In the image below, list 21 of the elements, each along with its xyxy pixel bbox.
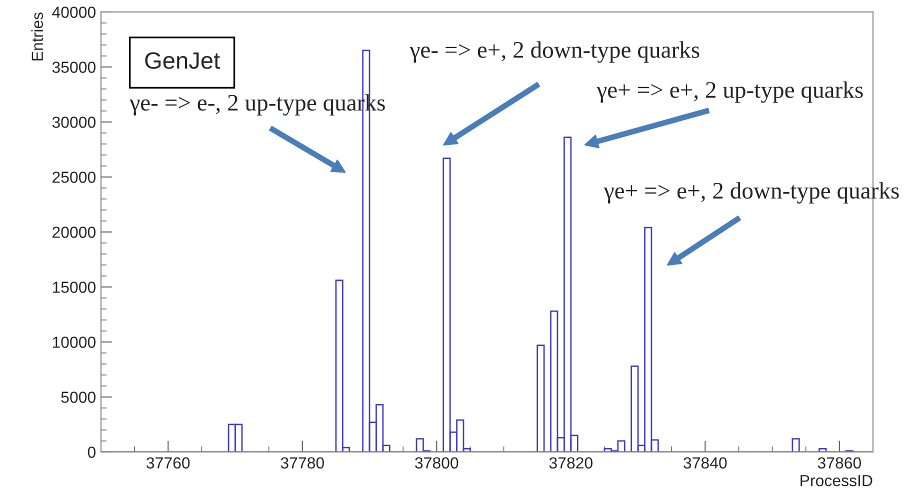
annotation: γe+ => e+, 2 down-type quarks: [604, 182, 899, 204]
x-tick-label: 37840: [684, 457, 727, 469]
x-tick-label: 37800: [415, 457, 458, 469]
y-tick-label: 0: [88, 446, 96, 458]
x-axis-title: ProcessID: [800, 475, 872, 486]
y-tick-label: 10000: [52, 336, 96, 348]
y-tick-label: 20000: [52, 226, 96, 238]
x-tick-label: 37760: [146, 457, 190, 469]
y-tick-label: 30000: [52, 116, 96, 128]
x-tick-label: 37860: [818, 457, 862, 469]
y-axis-title: Entries: [31, 12, 44, 60]
annotation: γe+ => e+, 2 up-type quarks: [596, 81, 863, 103]
annotation: γe- => e+, 2 down-type quarks: [410, 41, 700, 63]
y-tick-label: 25000: [52, 172, 96, 183]
y-tick-label: 15000: [52, 282, 96, 293]
x-tick-label: 37780: [280, 457, 324, 469]
annotation: GenJet: [145, 52, 220, 69]
y-tick-label: 40000: [52, 6, 96, 18]
x-tick-label: 37820: [549, 457, 592, 469]
y-tick-label: 5000: [61, 392, 96, 403]
y-tick-label: 35000: [52, 62, 96, 73]
